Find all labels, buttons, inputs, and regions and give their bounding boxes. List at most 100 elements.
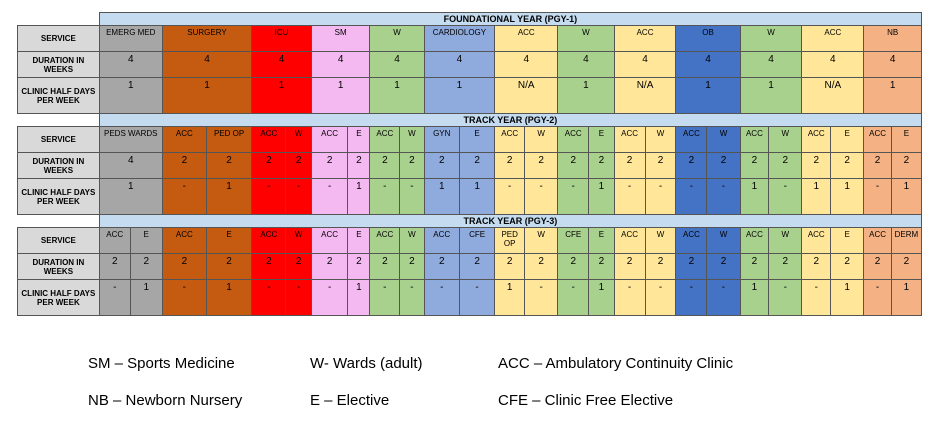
duration-row-label: DURATION IN WEEKS [17,51,100,78]
schedule-cell: 2 [644,253,677,280]
schedule-cell: 2 [399,152,425,179]
duration-row: DURATION IN WEEKS 4 2 2 2 2 2 2 2 2 2 2 2 2 2 2 2 2 2 2 2 2 2 2… [17,152,923,179]
schedule-cell: 2 [524,152,559,179]
schedule-cell: 2 [739,253,770,280]
year-title: TRACK YEAR (PGY-3) [98,214,923,228]
year-header-row: FOUNDATIONAL YEAR (PGY-1) [17,12,923,26]
schedule-cell: 2 [675,253,708,280]
schedule-cell: 2 [524,253,559,280]
schedule-cell: 1 [494,279,526,316]
schedule-cell: ACC [557,126,590,153]
schedule-cell: 4 [98,51,163,78]
header-spacer [17,214,100,228]
schedule-cell: 1 [557,77,615,114]
schedule-cell: 2 [675,152,708,179]
schedule-cell: 4 [161,51,253,78]
schedule-cell: - [251,279,287,316]
schedule-cell: W [768,126,803,153]
schedule-cell: 2 [801,253,832,280]
schedule-cell: 4 [251,51,312,78]
schedule-cell: 2 [890,152,923,179]
schedule-cell: 1 [588,178,615,215]
schedule-cell: 1 [369,77,425,114]
schedule-cell: 2 [613,152,646,179]
schedule-cell: 2 [801,152,832,179]
schedule-cell: - [98,279,131,316]
service-row-label: SERVICE [17,25,100,52]
schedule-cell: 2 [458,152,496,179]
schedule-cell: 1 [423,178,460,215]
schedule-cell: PED OP [205,126,253,153]
service-row: SERVICE PEDS WARDS ACC PED OP ACC W ACC E ACC W GY… [17,126,923,153]
schedule-cell: - [557,279,590,316]
schedule-cell: ACC [613,126,646,153]
schedule-cell: - [494,178,526,215]
schedule-cell: 2 [399,253,425,280]
schedule-cell: 1 [739,279,770,316]
schedule-cell: 2 [739,152,770,179]
schedule-cell: - [524,279,559,316]
schedule-cell: 4 [613,51,677,78]
schedule-cell: - [613,178,646,215]
legend-item-nb: NB – Newborn Nursery [88,392,243,409]
schedule-cell: 2 [613,253,646,280]
schedule-cell: 1 [830,279,865,316]
schedule-cell: 2 [251,152,287,179]
schedule-cell: 1 [458,178,496,215]
schedule-cell: 2 [863,152,892,179]
schedule-cell: 1 [205,178,253,215]
schedule-cell: E [588,227,615,254]
schedule-cell: 1 [801,178,832,215]
schedule-cell: 1 [98,77,163,114]
schedule-cell: 2 [557,253,590,280]
schedule-cell: 2 [706,152,741,179]
year-header-row: TRACK YEAR (PGY-3) [17,214,923,228]
legend-item-e: E – Elective [310,392,390,409]
clinic-row-label: CLINIC HALF DAYS PER WEEK [17,178,100,215]
schedule-cell: - [369,279,401,316]
schedule-cell: W [399,126,425,153]
schedule-cell: - [524,178,559,215]
schedule-cell: W [285,126,312,153]
schedule-cell: 2 [890,253,923,280]
schedule-cell: PEDS WARDS [98,126,163,153]
schedule-cell: 1 [423,77,496,114]
schedule-cell: - [675,279,708,316]
legend-item-w: W- Wards (adult) [310,355,423,372]
duration-row-label: DURATION IN WEEKS [17,152,100,179]
schedule-cell: W [644,126,677,153]
schedule-cell: - [285,178,312,215]
schedule-cell: 2 [369,152,401,179]
schedule-cell: ACC [310,126,349,153]
schedule-cell: - [251,178,287,215]
schedule-cell: 1 [739,77,803,114]
schedule-cell: 1 [863,77,922,114]
schedule-cell: 1 [739,178,770,215]
schedule-cell: W [524,126,559,153]
schedule-cell: - [613,279,646,316]
schedule-cell: W [706,227,741,254]
schedule-cell: E [347,126,371,153]
schedule-cell: EMERG MED [98,25,163,52]
schedule-cell: 2 [205,152,253,179]
schedule-cell: - [706,178,741,215]
service-row-label: SERVICE [17,227,100,254]
schedule-cell: 1 [161,77,253,114]
schedule-cell: ACC [251,227,287,254]
schedule-cell: - [399,178,425,215]
schedule-cell: ACC [423,227,460,254]
schedule-cell: ACC [675,126,708,153]
schedule-cell: 2 [458,253,496,280]
schedule-cell: 2 [161,152,207,179]
schedule-cell: E [830,227,865,254]
schedule-cell: 1 [588,279,615,316]
schedule-cell: 2 [129,253,163,280]
schedule-cell: - [161,279,207,316]
schedule-cell: 2 [98,253,131,280]
schedule-cell: 4 [310,51,371,78]
schedule-cell: 2 [423,152,460,179]
schedule-cell: 2 [161,253,207,280]
schedule-cell: - [161,178,207,215]
schedule-cell: W [399,227,425,254]
schedule-cell: - [310,279,349,316]
